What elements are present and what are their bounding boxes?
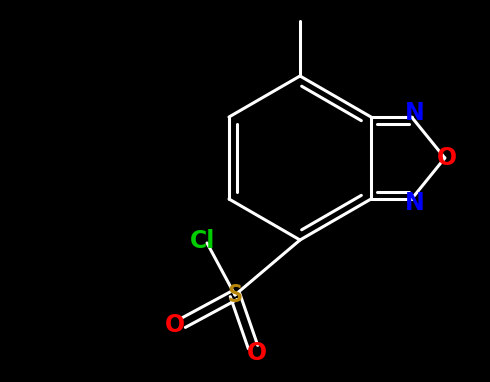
Text: N: N xyxy=(405,191,424,215)
Text: N: N xyxy=(405,101,424,125)
Text: O: O xyxy=(165,313,185,337)
Text: O: O xyxy=(437,146,457,170)
Text: Cl: Cl xyxy=(190,229,216,253)
Text: O: O xyxy=(247,341,267,365)
Text: S: S xyxy=(227,283,243,307)
